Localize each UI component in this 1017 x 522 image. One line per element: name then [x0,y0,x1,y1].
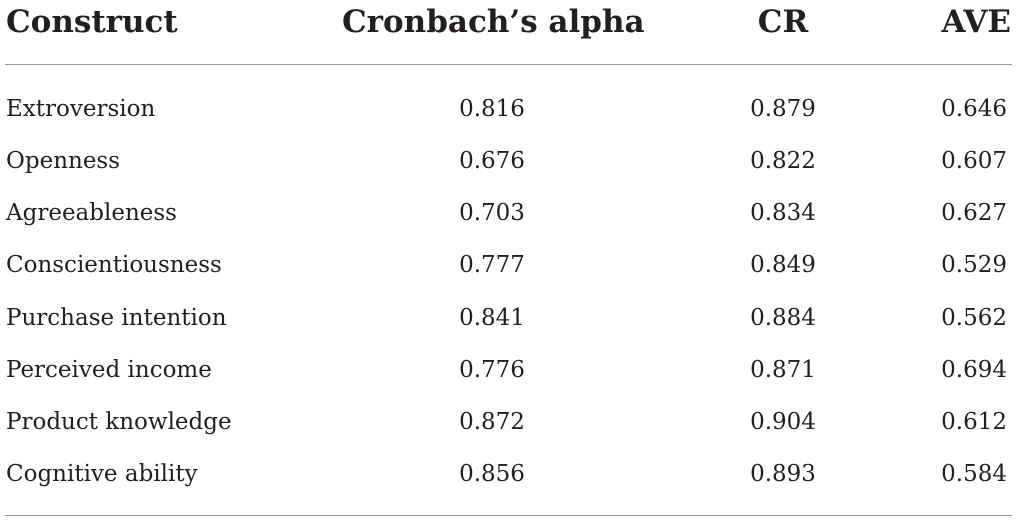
cell-ave: 0.607 [941,148,1007,174]
table-row: Agreeableness 0.703 0.834 0.627 [0,187,1017,239]
cell-construct: Purchase intention [6,305,227,331]
cell-alpha: 0.816 [459,96,525,122]
header-construct: Construct [6,4,178,40]
cell-ave: 0.646 [941,96,1007,122]
cell-construct: Perceived income [6,357,212,383]
cell-ave: 0.562 [941,305,1007,331]
cell-cr: 0.871 [750,357,816,383]
cell-alpha: 0.703 [459,200,525,226]
table-row: Conscientiousness 0.777 0.849 0.529 [0,239,1017,291]
cell-construct: Agreeableness [6,200,177,226]
header-divider [5,64,1012,65]
cell-alpha: 0.872 [459,409,525,435]
header-cr: CR [757,4,809,40]
cell-ave: 0.627 [941,200,1007,226]
table-row: Extroversion 0.816 0.879 0.646 [0,83,1017,135]
table-row: Cognitive ability 0.856 0.893 0.584 [0,448,1017,500]
cell-cr: 0.834 [750,200,816,226]
cell-cr: 0.849 [750,252,816,278]
table-row: Perceived income 0.776 0.871 0.694 [0,344,1017,396]
cell-cr: 0.904 [750,409,816,435]
cell-construct: Product knowledge [6,409,232,435]
table-row: Product knowledge 0.872 0.904 0.612 [0,396,1017,448]
cell-ave: 0.612 [941,409,1007,435]
cell-alpha: 0.776 [459,357,525,383]
cell-construct: Cognitive ability [6,461,198,487]
table-row: Openness 0.676 0.822 0.607 [0,135,1017,187]
cell-cr: 0.879 [750,96,816,122]
cell-alpha: 0.856 [459,461,525,487]
cell-cr: 0.893 [750,461,816,487]
header-cronbachs-alpha: Cronbach’s alpha [342,4,645,40]
cell-alpha: 0.841 [459,305,525,331]
cell-alpha: 0.676 [459,148,525,174]
cell-construct: Conscientiousness [6,252,222,278]
cell-ave: 0.694 [941,357,1007,383]
cell-cr: 0.884 [750,305,816,331]
cell-cr: 0.822 [750,148,816,174]
cell-ave: 0.529 [941,252,1007,278]
cell-alpha: 0.777 [459,252,525,278]
header-ave: AVE [941,4,1011,40]
table-bottom-rule [5,515,1012,516]
table-header-row: Construct Cronbach’s alpha CR AVE [0,0,1017,44]
cell-construct: Openness [6,148,121,174]
table-row: Purchase intention 0.841 0.884 0.562 [0,292,1017,344]
cell-construct: Extroversion [6,96,156,122]
cell-ave: 0.584 [941,461,1007,487]
